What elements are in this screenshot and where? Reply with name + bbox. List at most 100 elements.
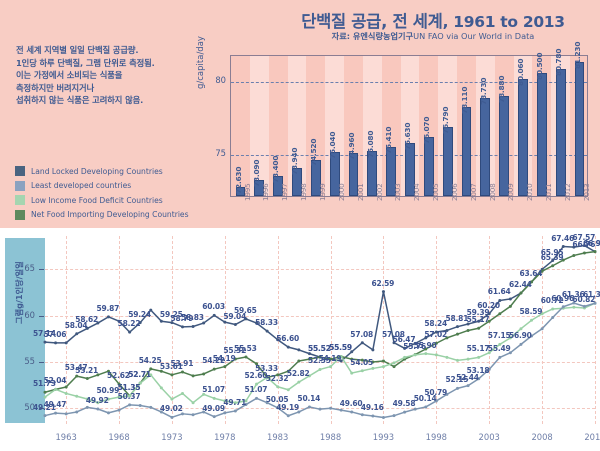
- line-data-point[interactable]: [202, 372, 206, 376]
- line-data-point[interactable]: [508, 304, 512, 308]
- line-data-point[interactable]: [159, 386, 163, 390]
- line-data-point[interactable]: [212, 313, 216, 317]
- line-data-point[interactable]: [212, 396, 216, 400]
- line-data-point[interactable]: [381, 416, 385, 420]
- line-data-point[interactable]: [170, 397, 174, 401]
- line-data-point[interactable]: [381, 365, 385, 369]
- line-data-point[interactable]: [244, 399, 248, 403]
- line-data-point[interactable]: [403, 355, 407, 359]
- line-data-point[interactable]: [96, 401, 100, 405]
- line-data-point[interactable]: [466, 357, 470, 361]
- line-data-point[interactable]: [360, 369, 364, 373]
- line-data-point[interactable]: [371, 348, 375, 352]
- line-data-point[interactable]: [212, 415, 216, 419]
- bar[interactable]: [273, 175, 283, 196]
- line-data-point[interactable]: [159, 369, 163, 373]
- line-data-point[interactable]: [329, 365, 333, 369]
- line-data-point[interactable]: [434, 353, 438, 357]
- line-data-point[interactable]: [350, 410, 354, 414]
- line-data-point[interactable]: [339, 408, 343, 412]
- line-data-point[interactable]: [593, 301, 597, 305]
- line-data-point[interactable]: [106, 411, 110, 415]
- line-data-point[interactable]: [582, 304, 586, 308]
- line-data-point[interactable]: [381, 359, 385, 363]
- line-data-point[interactable]: [445, 328, 449, 332]
- line-data-point[interactable]: [424, 336, 428, 340]
- bar[interactable]: [367, 151, 378, 196]
- line-data-point[interactable]: [582, 251, 586, 255]
- line-data-point[interactable]: [487, 312, 491, 316]
- line-data-point[interactable]: [413, 341, 417, 345]
- line-data-point[interactable]: [149, 367, 153, 371]
- line-data-point[interactable]: [551, 315, 555, 319]
- line-data-point[interactable]: [75, 410, 79, 414]
- line-data-point[interactable]: [424, 347, 428, 351]
- line-data-point[interactable]: [75, 374, 79, 378]
- line-data-point[interactable]: [255, 382, 259, 386]
- line-data-point[interactable]: [106, 315, 110, 319]
- bar[interactable]: [518, 79, 528, 196]
- line-data-point[interactable]: [159, 319, 163, 323]
- line-data-point[interactable]: [318, 367, 322, 371]
- line-data-point[interactable]: [413, 407, 417, 411]
- line-data-point[interactable]: [276, 373, 280, 377]
- line-data-point[interactable]: [43, 395, 47, 399]
- line-data-point[interactable]: [434, 399, 438, 403]
- bar[interactable]: [386, 146, 397, 196]
- line-data-point[interactable]: [498, 342, 502, 346]
- line-data-point[interactable]: [456, 325, 459, 329]
- line-data-point[interactable]: [202, 410, 206, 414]
- bar[interactable]: [536, 72, 547, 196]
- line-data-point[interactable]: [265, 329, 269, 333]
- line-data-point[interactable]: [54, 411, 58, 415]
- line-data-point[interactable]: [96, 321, 100, 325]
- line-data-point[interactable]: [233, 357, 237, 361]
- bar[interactable]: [555, 68, 566, 196]
- line-data-point[interactable]: [530, 318, 534, 322]
- legend-item[interactable]: Low Income Food Deficit Countries: [15, 193, 189, 208]
- line-data-point[interactable]: [202, 392, 206, 396]
- line-data-point[interactable]: [64, 341, 68, 345]
- line-data-point[interactable]: [276, 338, 280, 342]
- line-data-point[interactable]: [117, 408, 121, 412]
- line-data-point[interactable]: [223, 411, 227, 415]
- bar[interactable]: [310, 159, 321, 196]
- bar[interactable]: [235, 186, 246, 196]
- line-data-point[interactable]: [487, 319, 491, 323]
- line-data-point[interactable]: [85, 397, 89, 401]
- line-data-point[interactable]: [466, 328, 470, 332]
- line-data-point[interactable]: [561, 305, 565, 309]
- line-data-point[interactable]: [540, 312, 544, 316]
- line-data-point[interactable]: [477, 326, 481, 330]
- line-data-point[interactable]: [519, 291, 523, 295]
- line-data-point[interactable]: [350, 371, 354, 375]
- line-data-point[interactable]: [508, 336, 512, 340]
- line-data-point[interactable]: [286, 414, 290, 418]
- line-data-point[interactable]: [297, 359, 301, 363]
- line-data-point[interactable]: [255, 396, 259, 400]
- line-data-point[interactable]: [286, 388, 290, 392]
- bar[interactable]: [292, 167, 302, 196]
- line-data-point[interactable]: [498, 355, 502, 359]
- line-data-point[interactable]: [572, 301, 576, 305]
- line-data-point[interactable]: [223, 320, 227, 324]
- line-data-point[interactable]: [360, 358, 364, 362]
- line-data-point[interactable]: [445, 336, 449, 340]
- line-data-point[interactable]: [487, 367, 491, 371]
- line-data-point[interactable]: [244, 355, 248, 359]
- line-data-point[interactable]: [244, 317, 248, 321]
- line-data-point[interactable]: [403, 346, 407, 350]
- line-data-point[interactable]: [159, 410, 163, 414]
- line-data-point[interactable]: [75, 394, 79, 398]
- line-data-point[interactable]: [434, 330, 438, 334]
- line-data-point[interactable]: [286, 345, 290, 349]
- line-data-point[interactable]: [96, 407, 100, 411]
- bar[interactable]: [423, 137, 434, 196]
- line-data-point[interactable]: [128, 394, 132, 398]
- line-data-point[interactable]: [498, 312, 502, 316]
- line-data-point[interactable]: [350, 357, 354, 361]
- line-data-point[interactable]: [329, 357, 333, 361]
- line-data-point[interactable]: [276, 406, 280, 410]
- line-data-point[interactable]: [117, 319, 121, 323]
- line-data-point[interactable]: [223, 365, 227, 369]
